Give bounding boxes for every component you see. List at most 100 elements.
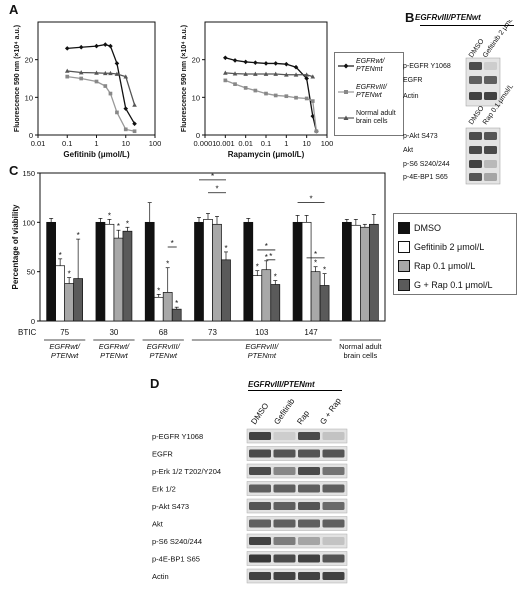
y-tick-label: 50 (27, 268, 35, 277)
category-label: EGFRvIII/ (245, 342, 279, 351)
blot-band (484, 173, 497, 181)
bar (122, 230, 133, 322)
blot-band (298, 554, 320, 563)
x-tick-label: 0.01 (31, 139, 46, 148)
bar (194, 221, 204, 322)
blot-band (249, 519, 271, 528)
data-point (273, 71, 279, 76)
y-tick-label: 10 (25, 93, 33, 102)
bar (252, 275, 263, 322)
legend-label: EGFRwt/PTENmt (356, 58, 384, 74)
bar (369, 223, 379, 322)
bar (342, 221, 352, 322)
significance-star: * (323, 266, 326, 275)
btic-value: 103 (255, 328, 269, 337)
blot-band (273, 432, 296, 440)
blot-band (322, 502, 345, 510)
x-tick-label: 100 (321, 139, 334, 148)
legend-label-line: PTENwt (356, 92, 382, 99)
significance-star: * (215, 185, 218, 194)
blot-row-label: p-4E-BP1 S65 (152, 555, 200, 564)
legend-label: G + Rap 0.1 μmol/L (414, 279, 493, 290)
blot-band (273, 537, 296, 545)
x-tick-label: 0.0001 (194, 139, 217, 148)
legend-entry: DMSO (398, 219, 441, 234)
significance-star: * (117, 222, 120, 231)
significance-star: * (310, 195, 313, 204)
blot-band (273, 449, 296, 458)
blot-band (298, 572, 320, 580)
blot-membrane (246, 533, 348, 549)
x-tick-label: 0.001 (216, 139, 235, 148)
significance-star: * (274, 273, 277, 282)
legend-label-line: EGFRwt/ (356, 58, 385, 65)
bar (95, 221, 106, 322)
significance-star: * (126, 219, 129, 228)
legend-label: Gefitinib 2 μmol/L (414, 241, 485, 252)
blot-band (484, 62, 497, 70)
data-point (78, 70, 84, 75)
category-label: PTENwt (51, 351, 79, 360)
data-point (232, 58, 238, 63)
category-label: PTENmt (248, 351, 277, 360)
data-point (65, 74, 70, 79)
data-point (253, 88, 258, 93)
blot-band (469, 146, 482, 154)
category-label: Normal adult (339, 342, 382, 351)
btic-label: BTIC (18, 328, 36, 337)
x-tick-label: 10 (302, 139, 310, 148)
y-tick-label: 20 (192, 56, 200, 65)
blot-band (273, 502, 296, 510)
bar (243, 221, 254, 322)
panel-b-header-rule (420, 25, 514, 26)
blot-band (273, 519, 296, 528)
blot-membrane (246, 463, 348, 479)
category-label: EGFRwt/ (49, 342, 80, 351)
data-point (273, 93, 278, 98)
y-tick-label: 0 (196, 131, 200, 140)
bar (212, 223, 222, 322)
data-point (253, 71, 258, 76)
blot-membrane (246, 481, 348, 496)
blot-band (298, 432, 320, 440)
blot-band (249, 467, 271, 475)
legend-label: Rap 0.1 μmol/L (414, 260, 476, 271)
significance-star: * (265, 242, 268, 251)
category-label: EGFRwt/ (99, 342, 130, 351)
blot-row-label: p-EGFR Y1068 (152, 432, 203, 441)
data-point (103, 84, 108, 88)
blot-band (249, 432, 271, 440)
blot-band (249, 502, 271, 510)
legend-swatch (398, 259, 410, 272)
bar (261, 269, 272, 322)
bar (46, 221, 56, 322)
blot-band (469, 62, 482, 70)
series-line (67, 70, 136, 106)
data-point (132, 129, 137, 134)
btic-value: 147 (304, 328, 318, 337)
significance-star: * (314, 250, 317, 259)
data-point (94, 70, 99, 75)
category-label: PTENwt (149, 351, 177, 360)
legend-entry: EGFRvIII/PTENwt (335, 83, 403, 107)
blot-row-label: p-S6 S240/244 (403, 161, 450, 168)
blot-band (484, 76, 497, 84)
blot-band (249, 572, 271, 580)
bar (319, 285, 330, 322)
data-point (264, 91, 268, 96)
blot-band (484, 146, 497, 154)
btic-value: 68 (159, 328, 168, 337)
significance-star: * (108, 211, 111, 220)
blot-band (249, 484, 271, 493)
blot-row-label: EGFR (152, 450, 173, 459)
significance-star: * (171, 239, 174, 248)
blot-band (249, 554, 271, 563)
data-point (233, 82, 237, 86)
blot-row-label: p-Akt S473 (403, 133, 438, 140)
legend-swatch (338, 90, 354, 94)
blot-band (484, 132, 497, 140)
blot-band (298, 502, 320, 510)
significance-star: * (157, 286, 160, 295)
bar (73, 278, 83, 322)
x-tick-label: 1 (284, 139, 288, 148)
